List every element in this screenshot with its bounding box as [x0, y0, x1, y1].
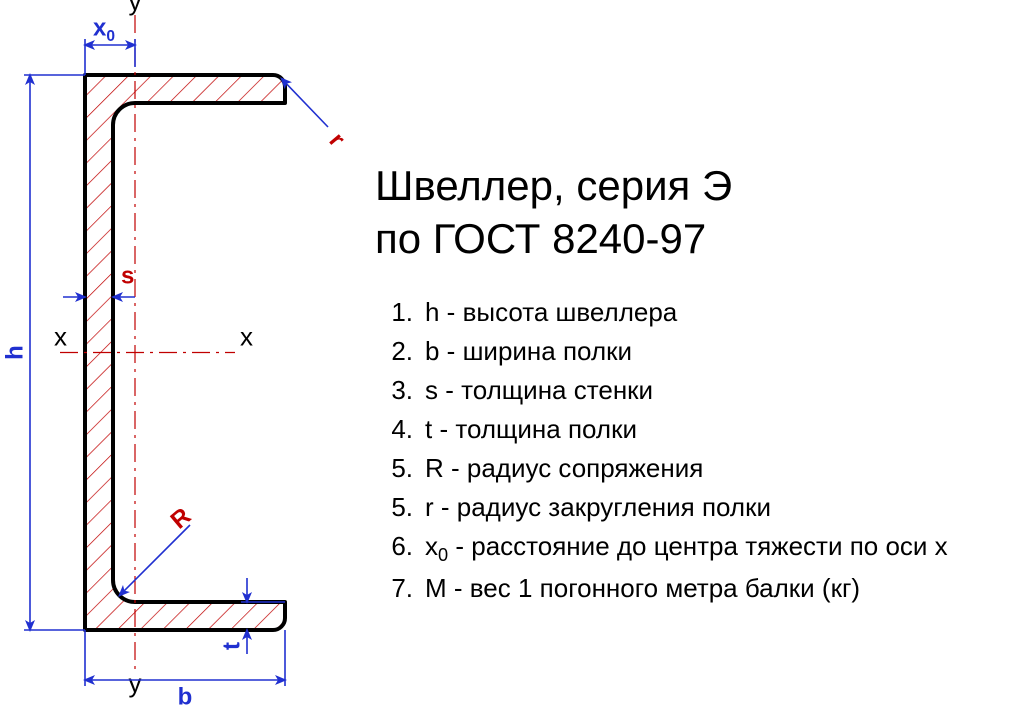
- title-line2: по ГОСТ 8240-97: [375, 215, 706, 262]
- svg-text:b: b: [178, 683, 193, 710]
- svg-text:R: R: [166, 503, 197, 535]
- legend-item: 1.h - высота швеллера: [375, 293, 1015, 332]
- title: Швеллер, серия Э по ГОСТ 8240-97: [375, 160, 1015, 265]
- svg-text:x: x: [54, 321, 67, 351]
- svg-text:s: s: [121, 262, 134, 289]
- legend-list: 1.h - высота швеллера2.b - ширина полки3…: [375, 293, 1015, 608]
- legend-item: 6.x0 - расстояние до центра тяжести по о…: [375, 527, 1015, 569]
- svg-text:h: h: [1, 345, 28, 360]
- svg-text:y: y: [129, 0, 142, 16]
- svg-text:x0: x0: [93, 14, 115, 45]
- legend-item: 3.s - толщина стенки: [375, 371, 1015, 410]
- svg-text:x: x: [240, 321, 253, 351]
- channel-cross-section-diagram: y y x x h x0 b s t Rr: [0, 0, 370, 722]
- legend-item: 7.M - вес 1 погонного метра балки (кг): [375, 569, 1015, 608]
- legend-item: 5.r - радиус закругления полки: [375, 488, 1015, 527]
- svg-text:t: t: [218, 642, 245, 650]
- description-block: Швеллер, серия Э по ГОСТ 8240-97 1.h - в…: [375, 160, 1015, 608]
- title-line1: Швеллер, серия Э: [375, 162, 732, 209]
- legend-item: 4.t - толщина полки: [375, 410, 1015, 449]
- legend-item: 5.R - радиус сопряжения: [375, 449, 1015, 488]
- svg-text:r: r: [324, 128, 351, 153]
- legend-item: 2.b - ширина полки: [375, 332, 1015, 371]
- svg-text:y: y: [129, 668, 142, 698]
